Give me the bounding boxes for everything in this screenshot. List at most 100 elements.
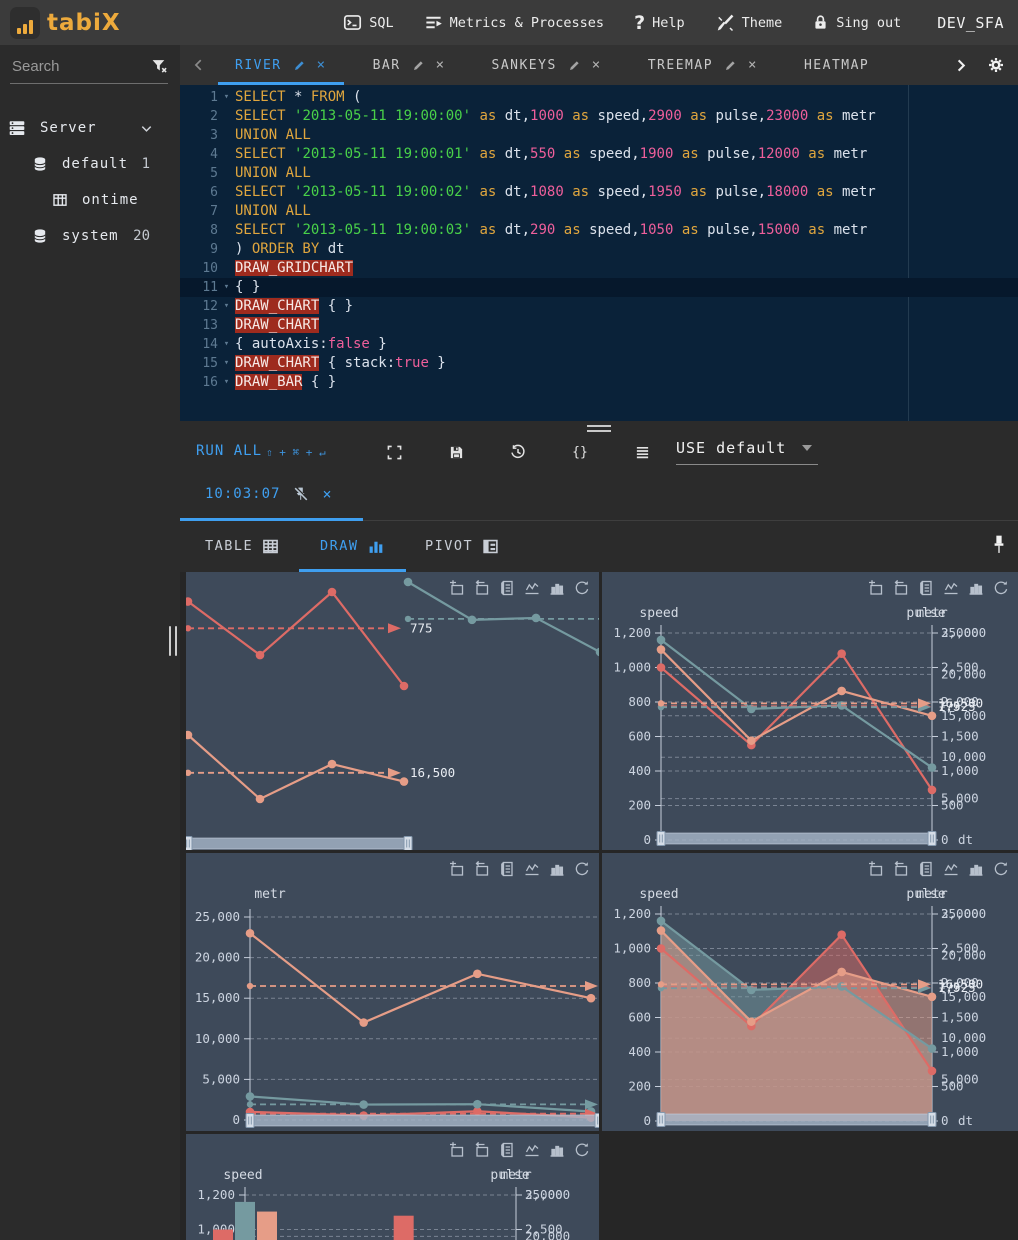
restore-icon[interactable]	[993, 580, 1009, 596]
sql-editor[interactable]: 1 ▾ SELECT * FROM (2 SELECT '2013-05-11 19:…	[180, 85, 1018, 421]
tab-heatmap[interactable]: HEATMAP	[781, 45, 892, 85]
zoom-reset-icon[interactable]	[474, 580, 490, 596]
area-zoom-icon[interactable]	[449, 580, 465, 596]
area-zoom-icon[interactable]	[449, 1142, 465, 1158]
pin-icon[interactable]	[990, 534, 1008, 556]
zoom-reset-icon[interactable]	[474, 1142, 490, 1158]
tab-draw-view[interactable]: DRAW	[299, 520, 405, 572]
line-type-icon[interactable]	[943, 580, 959, 596]
fold-caret-icon[interactable]: ▾	[223, 282, 230, 292]
nav-item-metrics-processes[interactable]: Metrics & Processes	[424, 13, 604, 32]
area-zoom-icon[interactable]	[868, 861, 884, 877]
restore-icon[interactable]	[574, 580, 590, 596]
zoom-reset-icon[interactable]	[893, 861, 909, 877]
restore-icon[interactable]	[574, 1142, 590, 1158]
gear-icon[interactable]	[988, 57, 1004, 73]
history-icon[interactable]	[509, 443, 527, 461]
tab-treemap[interactable]: TREEMAP ×	[625, 45, 781, 85]
close-tab-icon[interactable]: ×	[748, 57, 758, 73]
area-zoom-icon[interactable]	[449, 861, 465, 877]
fold-caret-icon[interactable]: ▾	[223, 339, 230, 349]
close-tab-icon[interactable]: ×	[435, 57, 446, 73]
tree-node-default-db[interactable]: default 1	[0, 146, 180, 182]
restore-icon[interactable]	[574, 861, 590, 877]
tab-bar-chart[interactable]: BAR ×	[350, 45, 469, 85]
datazoom-slider[interactable]	[186, 836, 413, 851]
pin-off-icon[interactable]	[293, 486, 309, 502]
datazoom-slider[interactable]	[656, 831, 937, 846]
line-number: 7	[210, 204, 218, 219]
fold-caret-icon[interactable]: ▾	[223, 92, 230, 102]
bar-type-icon[interactable]	[549, 861, 565, 877]
data-view-icon[interactable]	[499, 580, 515, 596]
filter-clear-icon[interactable]	[151, 58, 168, 75]
save-icon[interactable]	[447, 443, 465, 461]
nav-item-sign-out[interactable]: Sing out	[812, 13, 901, 32]
datazoom-slider[interactable]	[656, 1112, 937, 1127]
close-tab-icon[interactable]: ×	[316, 57, 327, 73]
data-view-icon[interactable]	[918, 861, 934, 877]
tab-pivot-view[interactable]: PIVOT	[425, 520, 499, 572]
close-tab-icon[interactable]: ×	[591, 57, 602, 73]
data-view-icon[interactable]	[918, 580, 934, 596]
edit-tab-icon[interactable]	[293, 59, 306, 72]
result-tab[interactable]: 10:03:07 ×	[179, 468, 364, 521]
svg-text:10,000: 10,000	[941, 1030, 986, 1045]
bar-type-icon[interactable]	[968, 861, 984, 877]
nav-item-sql[interactable]: SQL	[343, 13, 394, 32]
svg-text:1,200: 1,200	[197, 1187, 235, 1202]
edit-tab-icon[interactable]	[568, 59, 581, 72]
svg-text:20,000: 20,000	[941, 947, 986, 962]
line-type-icon[interactable]	[524, 1142, 540, 1158]
code-text: SELECT '2013-05-11 19:00:02' as dt,1080 …	[235, 184, 876, 200]
zoom-reset-icon[interactable]	[893, 580, 909, 596]
svg-text:16,500: 16,500	[410, 765, 455, 780]
edit-tab-icon[interactable]	[412, 59, 425, 72]
fold-gutter	[218, 202, 235, 221]
area-zoom-icon[interactable]	[868, 580, 884, 596]
fold-gutter	[218, 240, 235, 259]
nav-item-label: Theme	[741, 14, 783, 31]
svg-text:speed: speed	[639, 606, 678, 621]
editor-line: 2 SELECT '2013-05-11 19:00:00' as dt,1000…	[180, 107, 1018, 126]
line-number: 10	[202, 261, 218, 276]
expand-icon[interactable]	[385, 443, 403, 461]
data-view-icon[interactable]	[499, 1142, 515, 1158]
bar-type-icon[interactable]	[549, 1142, 565, 1158]
bar-type-icon[interactable]	[968, 580, 984, 596]
fold-caret-icon[interactable]: ▾	[223, 358, 230, 368]
chevron-down-icon[interactable]	[139, 121, 154, 136]
tabs-scroll-left-icon[interactable]	[192, 58, 206, 72]
search-input[interactable]	[10, 57, 151, 76]
tab-table-view[interactable]: TABLE	[205, 520, 279, 572]
run-all-button[interactable]: RUN ALL	[196, 443, 263, 459]
tab-river[interactable]: RIVER ×	[212, 45, 350, 85]
edit-tab-icon[interactable]	[724, 59, 737, 72]
tree-node-system-db[interactable]: system 20	[0, 218, 180, 254]
line-type-icon[interactable]	[943, 861, 959, 877]
datazoom-slider[interactable]	[245, 1113, 599, 1128]
tabs-scroll-right-icon[interactable]	[953, 58, 968, 73]
tree-node-ontime-table[interactable]: ontime	[0, 182, 180, 218]
line-type-icon[interactable]	[524, 861, 540, 877]
fold-caret-icon[interactable]: ▾	[223, 301, 230, 311]
restore-icon[interactable]	[993, 861, 1009, 877]
chart-card-bar: 02005004001,0006001,5008002,0001,0002,50…	[186, 1134, 599, 1240]
fold-caret-icon[interactable]: ▾	[223, 377, 230, 387]
braces-icon[interactable]: {}	[572, 444, 588, 460]
list-icon[interactable]	[633, 443, 651, 461]
tree-node-server[interactable]: Server	[0, 110, 180, 146]
sidebar-resize-handle[interactable]	[168, 626, 178, 656]
tab-sankeys[interactable]: SANKEYS ×	[469, 45, 625, 85]
editor-results-splitter[interactable]	[180, 421, 1018, 437]
nav-item-theme[interactable]: Theme	[715, 13, 783, 33]
svg-text:metr: metr	[916, 606, 947, 621]
bar-type-icon[interactable]	[549, 580, 565, 596]
database-select[interactable]: USE default	[676, 439, 818, 465]
data-view-icon[interactable]	[499, 861, 515, 877]
zoom-reset-icon[interactable]	[474, 861, 490, 877]
close-result-icon[interactable]: ×	[322, 485, 333, 503]
line-type-icon[interactable]	[524, 580, 540, 596]
environment-badge: DEV_SFA	[937, 13, 1004, 32]
nav-item-help[interactable]: ? Help	[634, 12, 685, 34]
